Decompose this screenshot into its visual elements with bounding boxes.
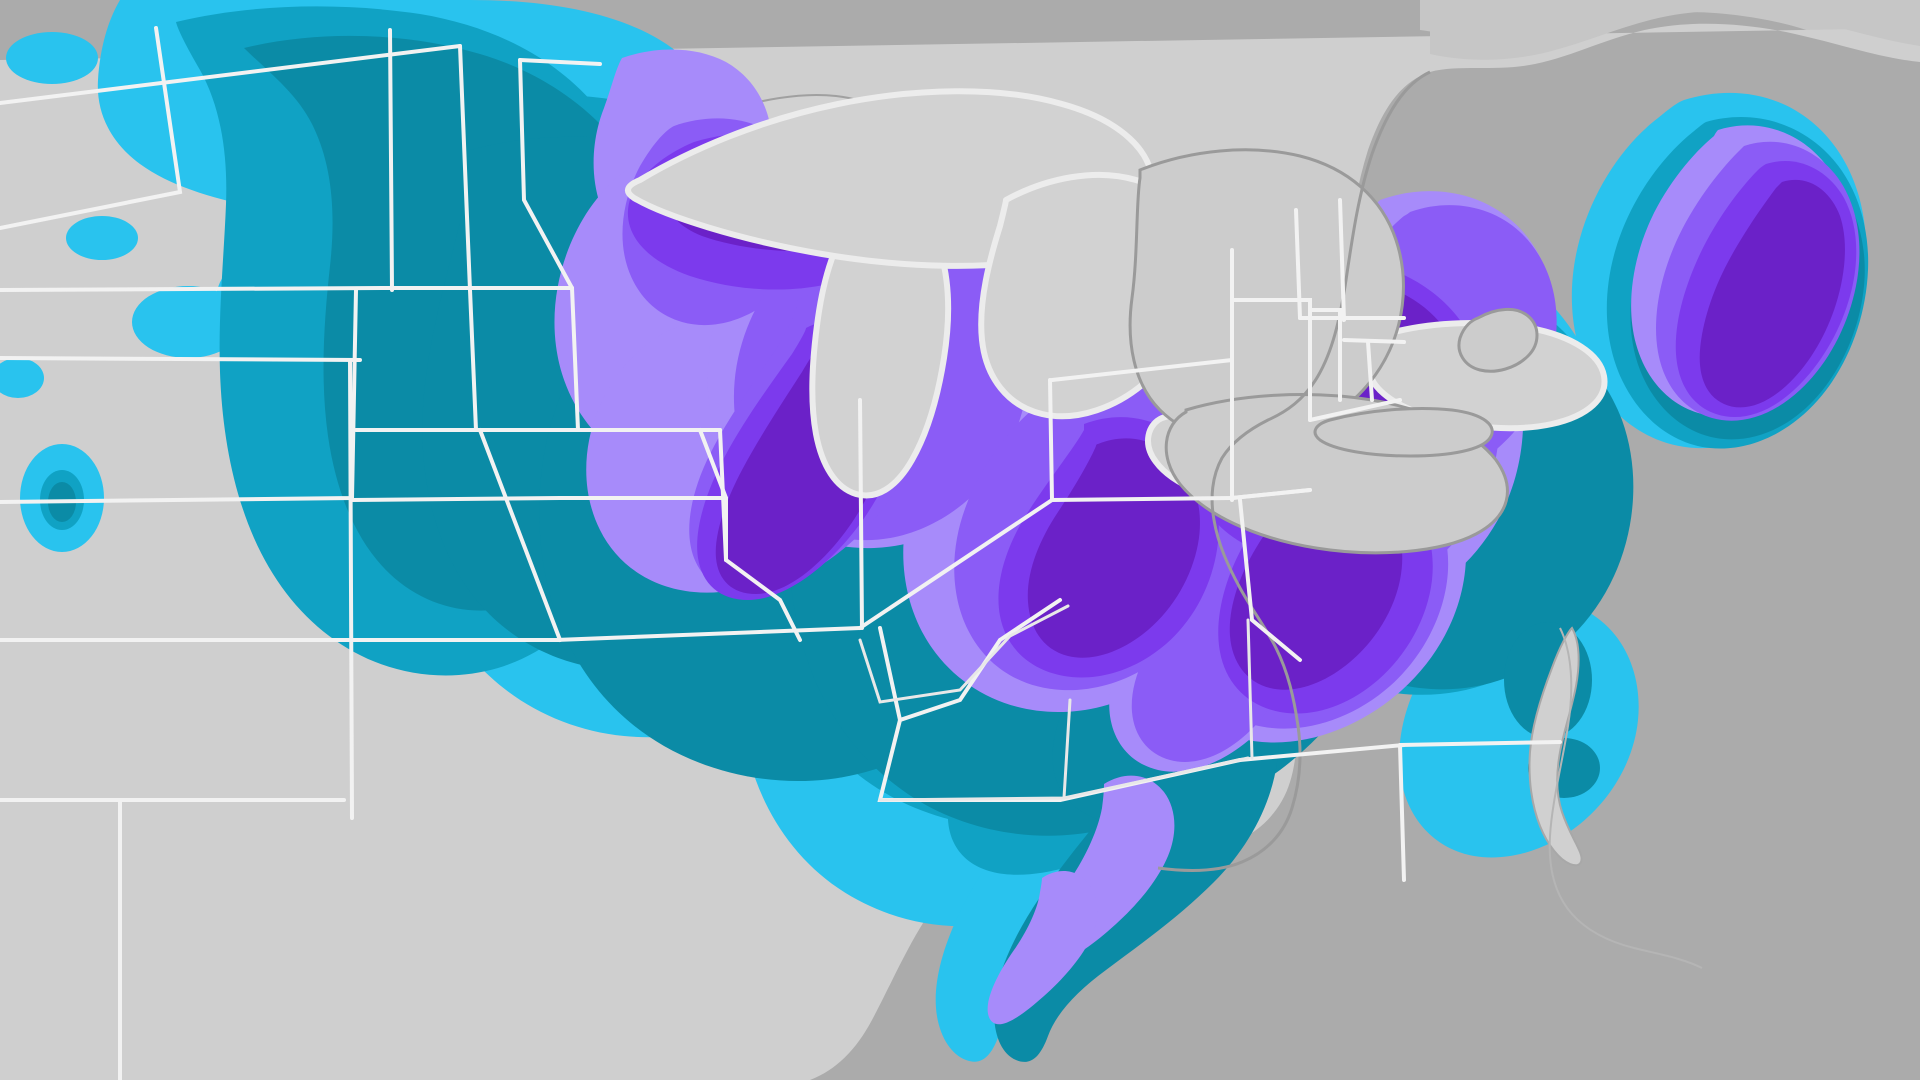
- cape-cod: [1457, 308, 1539, 373]
- seaboard-detail: [1548, 627, 1703, 969]
- canada-mask: [1430, 0, 1920, 60]
- long-island: [1313, 406, 1494, 458]
- state-borders-secondary: [858, 604, 1254, 802]
- state-borders: [0, 26, 1562, 1080]
- chesapeake-bay: [1528, 626, 1583, 867]
- atlantic-coastline: [1157, 70, 1431, 872]
